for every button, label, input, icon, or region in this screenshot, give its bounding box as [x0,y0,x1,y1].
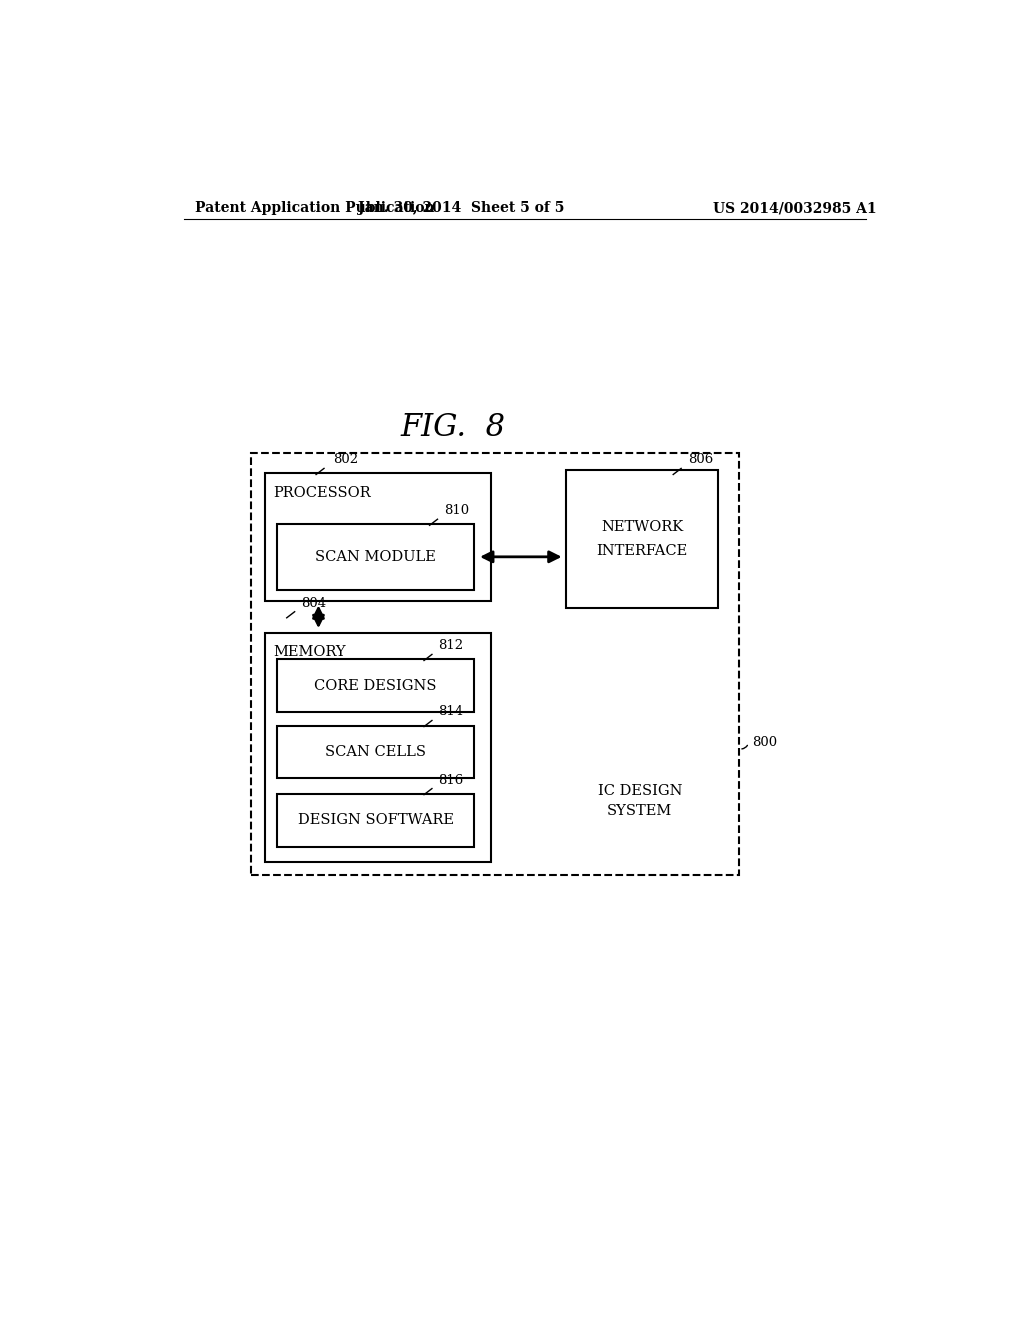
Bar [278,524,474,590]
Text: 812: 812 [438,639,464,652]
Text: NETWORK: NETWORK [601,520,683,533]
Bar [278,793,474,846]
Bar [265,634,492,862]
Text: SCAN MODULE: SCAN MODULE [315,550,436,565]
Text: Patent Application Publication: Patent Application Publication [196,201,435,215]
Text: 802: 802 [333,453,357,466]
Text: SCAN CELLS: SCAN CELLS [325,744,426,759]
Text: FIG.  8: FIG. 8 [400,412,506,444]
Text: 816: 816 [438,774,464,787]
Text: 804: 804 [301,597,326,610]
Text: 810: 810 [443,504,469,517]
Text: INTERFACE: INTERFACE [597,544,688,558]
Bar [265,474,492,601]
Text: PROCESSOR: PROCESSOR [273,486,371,500]
Text: US 2014/0032985 A1: US 2014/0032985 A1 [713,201,877,215]
Text: Jan. 30, 2014  Sheet 5 of 5: Jan. 30, 2014 Sheet 5 of 5 [358,201,564,215]
Text: CORE DESIGNS: CORE DESIGNS [314,678,437,693]
Text: MEMORY: MEMORY [273,645,346,659]
Text: IC DESIGN
SYSTEM: IC DESIGN SYSTEM [598,784,682,817]
Bar [566,470,719,607]
Text: 800: 800 [753,737,777,750]
Text: DESIGN SOFTWARE: DESIGN SOFTWARE [298,813,454,828]
Bar [251,453,739,875]
Text: 814: 814 [438,705,464,718]
Text: 806: 806 [688,453,714,466]
Bar [278,726,474,779]
Bar [278,660,474,713]
